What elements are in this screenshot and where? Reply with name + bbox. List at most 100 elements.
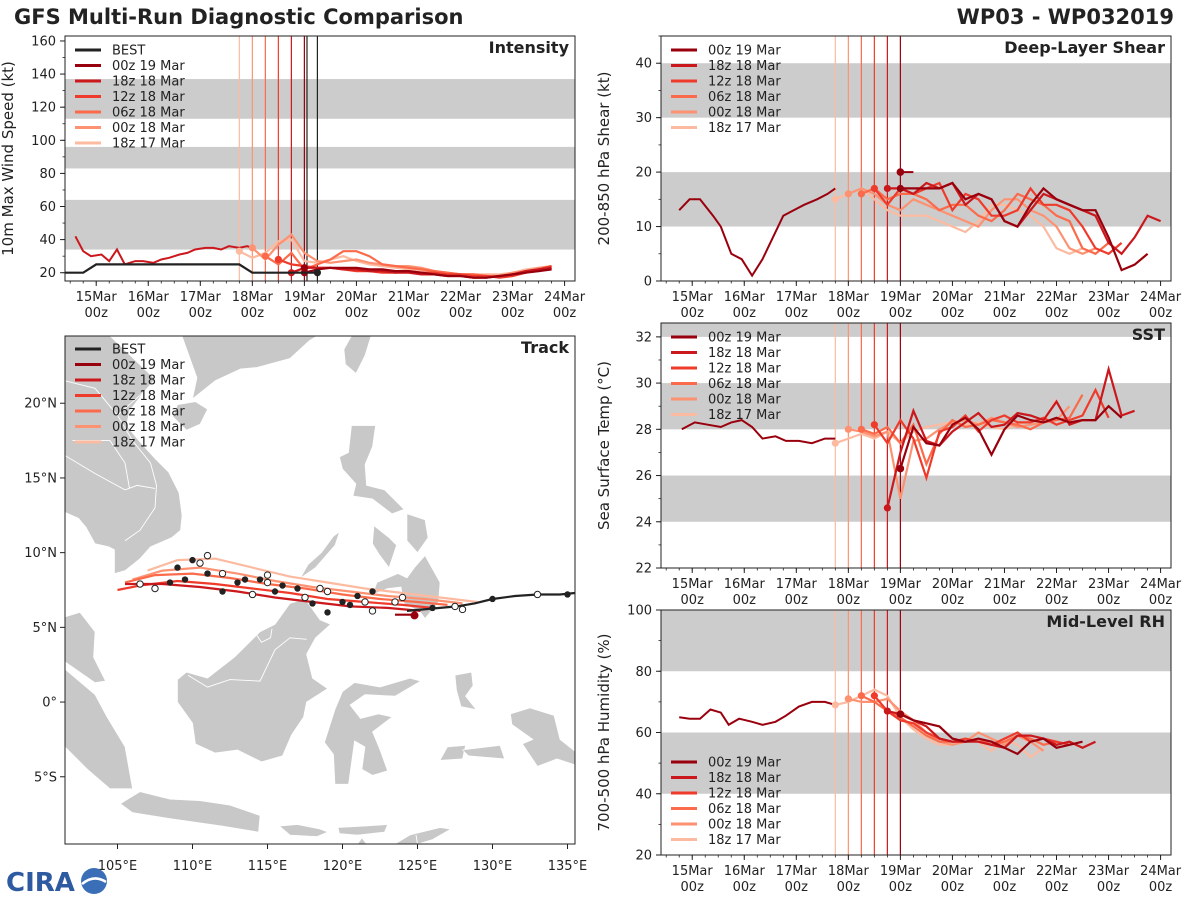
- intensity-xtick-label-hour: 00z: [345, 306, 369, 321]
- intensity-current-point: [300, 264, 308, 272]
- track-marker-filled: [369, 588, 376, 595]
- track-marker-filled: [279, 582, 286, 589]
- sst-xtick-label-date: 17Mar: [776, 577, 818, 592]
- track-marker-filled: [294, 585, 301, 592]
- shear-xtick-label-date: 22Mar: [1036, 290, 1078, 305]
- intensity-xtick-label-date: 22Mar: [440, 290, 482, 305]
- sst-ytick-label: 24: [635, 515, 652, 530]
- track-land: [357, 837, 367, 844]
- track-xtick-label: 135°E: [548, 859, 588, 874]
- track-marker-open: [218, 569, 227, 578]
- track-panel: 105°E 110°E 115°E 120°E 125°E 130°E 135°E 5°S 0°…: [24, 335, 588, 874]
- figure-title: GFS Multi-Run Diagnostic Comparison: [14, 5, 464, 29]
- sst-xtick-label-hour: 00z: [941, 593, 965, 608]
- sst-series-start-point: [844, 425, 852, 433]
- shear-ytick-label: 30: [635, 111, 652, 126]
- sst-series-start-point: [883, 504, 891, 512]
- shear-series-line: [887, 181, 1162, 256]
- rh-xtick-label-hour: 00z: [1097, 880, 1121, 895]
- rh-xtick-label-date: 23Mar: [1088, 864, 1130, 879]
- intensity-legend-label: 06z 18 Mar: [112, 106, 185, 121]
- intensity-panel: 2040608010012014016015Mar00z16Mar00z17Ma…: [0, 34, 586, 321]
- track-legend-label: 18z 17 Mar: [112, 436, 185, 451]
- track-marker-open: [323, 587, 332, 596]
- intensity-ytick-label: 160: [31, 34, 56, 49]
- sst-xtick-label-date: 24Mar: [1140, 577, 1182, 592]
- track-forecast-line: [132, 566, 463, 605]
- sst-legend-label: 00z 19 Mar: [708, 331, 781, 346]
- shear-series-line: [847, 187, 1096, 255]
- sst-xtick-label-date: 22Mar: [1036, 577, 1078, 592]
- track-xtick-label: 115°E: [248, 859, 288, 874]
- rh-xtick-label-date: 15Mar: [672, 864, 714, 879]
- sst-xtick-label-hour: 00z: [889, 593, 913, 608]
- track-xtick-label: 120°E: [323, 859, 363, 874]
- intensity-ylabel: 10m Max Wind Speed (kt): [0, 61, 17, 256]
- sst-ytick-label: 32: [635, 330, 652, 345]
- track-marker-open: [248, 590, 257, 599]
- track-land: [337, 824, 388, 836]
- shear-ytick-label: 40: [635, 57, 652, 72]
- intensity-legend-label: 18z 17 Mar: [112, 137, 185, 152]
- sst-xtick-label-hour: 00z: [993, 593, 1017, 608]
- shear-xtick-label-date: 16Mar: [724, 290, 766, 305]
- track-marker-open: [398, 593, 407, 602]
- shear-plot-area: [661, 36, 1171, 281]
- track-marker-filled: [324, 609, 331, 616]
- intensity-series-start-point: [261, 252, 269, 260]
- track-marker-open: [136, 580, 144, 588]
- track-marker-open: [151, 584, 159, 593]
- track-marker-filled: [256, 576, 264, 583]
- sst-xtick-label-hour: 00z: [681, 593, 705, 608]
- sst-plot-area: [661, 323, 1171, 568]
- rh-series-start-point: [831, 701, 839, 709]
- sst-xtick-label-hour: 00z: [785, 593, 809, 608]
- track-marker-filled: [181, 576, 189, 583]
- sst-ytick-label: 22: [635, 562, 652, 577]
- intensity-xtick-label-date: 24Mar: [544, 290, 586, 305]
- intensity-band: [65, 146, 575, 169]
- rh-title: Mid-Level RH: [1046, 612, 1165, 631]
- intensity-legend-label: 00z 18 Mar: [112, 121, 185, 136]
- sst-xtick-label-hour: 00z: [733, 593, 757, 608]
- shear-legend-label: 00z 19 Mar: [708, 44, 781, 59]
- intensity-xtick-label-hour: 00z: [449, 306, 473, 321]
- track-land: [65, 668, 133, 790]
- track-land: [510, 707, 575, 767]
- track-marker-filled: [346, 601, 354, 609]
- shear-series-start-point: [870, 184, 878, 193]
- track-ytick-label: 5°S: [34, 770, 57, 785]
- track-border: [65, 455, 156, 491]
- sst-series-line: [873, 387, 1110, 482]
- intensity-xtick-label-date: 20Mar: [336, 290, 378, 305]
- track-marker-open: [263, 578, 272, 587]
- sst-xtick-label-date: 23Mar: [1088, 577, 1130, 592]
- track-xtick-label: 130°E: [473, 859, 513, 874]
- rh-band: [661, 732, 1171, 794]
- track-marker-filled: [354, 592, 361, 600]
- rh-anchor-point: [896, 710, 905, 718]
- shear-xtick-label-hour: 00z: [733, 306, 757, 321]
- sst-xtick-label-date: 21Mar: [984, 577, 1026, 592]
- track-marker-open: [196, 559, 204, 567]
- track-title: Track: [521, 338, 569, 357]
- rh-legend-label: 18z 17 Mar: [708, 833, 781, 848]
- intensity-band: [65, 199, 575, 250]
- sst-band: [661, 383, 1171, 430]
- track-ytick-label: 10°N: [24, 546, 57, 561]
- shear-series-start-point: [831, 195, 839, 203]
- track-marker-filled: [489, 595, 496, 603]
- sst-series-line: [899, 404, 1123, 469]
- intensity-ytick-label: 100: [31, 134, 56, 149]
- track-axes-frame: [64, 335, 576, 845]
- track-marker-open: [368, 607, 377, 615]
- track-land: [461, 745, 505, 760]
- shear-legend-label: 18z 18 Mar: [708, 59, 781, 74]
- track-legend-label-best: BEST: [112, 343, 145, 358]
- track-marker-open: [391, 598, 399, 606]
- globe-swirl: [81, 877, 107, 885]
- intensity-band: [65, 79, 575, 119]
- rh-series-start-point: [870, 692, 878, 700]
- sst-series-line: [834, 398, 1058, 445]
- sst-xtick-label-hour: 00z: [837, 593, 861, 608]
